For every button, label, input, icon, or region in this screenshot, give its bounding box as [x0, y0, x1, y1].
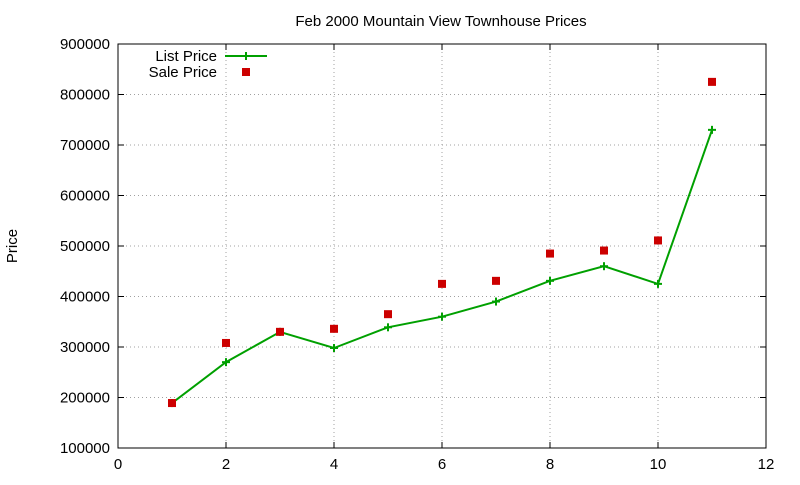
chart-title: Feb 2000 Mountain View Townhouse Prices	[295, 13, 586, 30]
y-tick-label: 900000	[60, 36, 110, 53]
list-price-point	[438, 312, 446, 321]
tick-labels: 0 2 4 6 8 10 12 100000 200000 300000 400000 500000 6…	[60, 36, 774, 473]
sale-price-point	[384, 310, 392, 319]
sale-price-point	[222, 338, 230, 347]
data-series	[168, 77, 716, 408]
sale-price-point	[276, 327, 284, 336]
sale-price-point	[654, 236, 662, 245]
list-price-point	[330, 344, 338, 353]
legend-marker-list-price	[242, 52, 250, 60]
list-price-point	[600, 262, 608, 271]
y-tick-label: 300000	[60, 339, 110, 356]
list-price-point	[222, 358, 230, 367]
list-price-point	[546, 276, 554, 285]
x-tick-label: 6	[438, 456, 446, 473]
legend-label-list-price: List Price	[155, 48, 217, 65]
sale-price-point	[600, 246, 608, 255]
gridlines	[118, 44, 766, 448]
list-price-point	[384, 323, 392, 332]
sale-price-point	[438, 279, 446, 288]
x-tick-label: 10	[650, 456, 667, 473]
x-tick-label: 2	[222, 456, 230, 473]
list-price-point	[654, 279, 662, 288]
sale-price-point	[330, 324, 338, 333]
x-tick-label: 4	[330, 456, 338, 473]
legend-marker-sale-price	[242, 68, 250, 76]
sale-price-point	[546, 249, 554, 258]
y-tick-label: 800000	[60, 87, 110, 104]
list-price-line	[171, 129, 713, 404]
x-tick-label: 8	[546, 456, 554, 473]
sale-price-point	[492, 276, 500, 285]
list-price-point	[492, 297, 500, 306]
legend-item-list-price: List Price	[155, 48, 267, 65]
legend-label-sale-price: Sale Price	[149, 64, 217, 81]
x-tick-label: 0	[114, 456, 122, 473]
y-tick-label: 500000	[60, 238, 110, 255]
y-tick-label: 200000	[60, 390, 110, 407]
y-axis-label: Price	[4, 229, 21, 263]
y-tick-label: 600000	[60, 188, 110, 205]
list-price-point	[708, 125, 716, 134]
sale-price-point	[708, 77, 716, 86]
y-tick-label: 400000	[60, 289, 110, 306]
y-tick-label: 700000	[60, 137, 110, 154]
sale-price-series	[168, 77, 716, 408]
plot-frame	[117, 43, 767, 449]
sale-price-point	[168, 399, 176, 408]
x-tick-label: 12	[758, 456, 775, 473]
legend-item-sale-price: Sale Price	[149, 64, 250, 81]
y-tick-label: 100000	[60, 440, 110, 457]
